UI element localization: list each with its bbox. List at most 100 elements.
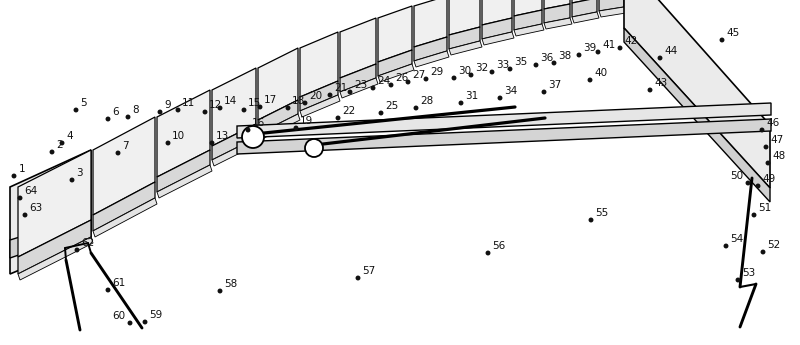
Text: 21: 21 (334, 83, 347, 93)
Polygon shape (449, 0, 480, 35)
Polygon shape (572, 0, 597, 17)
Polygon shape (340, 18, 376, 78)
Polygon shape (482, 0, 512, 25)
Text: 28: 28 (420, 96, 434, 106)
Text: 30: 30 (458, 66, 471, 76)
Text: 1: 1 (19, 164, 26, 174)
Polygon shape (300, 81, 338, 111)
Text: 48: 48 (772, 151, 786, 161)
Text: 10: 10 (172, 131, 185, 141)
Circle shape (210, 141, 214, 145)
Circle shape (126, 115, 130, 119)
Text: 25: 25 (385, 101, 398, 111)
Text: 32: 32 (475, 63, 488, 73)
Circle shape (242, 126, 264, 148)
Polygon shape (340, 64, 376, 92)
Circle shape (203, 110, 206, 114)
Circle shape (336, 116, 340, 120)
Circle shape (762, 250, 765, 254)
Text: 47: 47 (770, 135, 783, 145)
Polygon shape (624, 28, 770, 202)
Polygon shape (157, 165, 212, 198)
Text: 9: 9 (164, 100, 170, 110)
Text: 42: 42 (624, 36, 638, 46)
Polygon shape (544, 0, 570, 9)
Polygon shape (212, 138, 258, 166)
Text: 60: 60 (112, 311, 125, 321)
Polygon shape (378, 6, 412, 62)
Text: 51: 51 (758, 203, 771, 213)
Circle shape (106, 288, 110, 292)
Text: 3: 3 (76, 168, 82, 178)
Text: 35: 35 (514, 57, 527, 67)
Circle shape (658, 56, 662, 60)
Circle shape (143, 320, 146, 324)
Text: 45: 45 (726, 28, 739, 38)
Polygon shape (258, 48, 298, 120)
Circle shape (724, 244, 728, 248)
Polygon shape (157, 150, 210, 192)
Text: 49: 49 (762, 174, 775, 184)
Polygon shape (599, 0, 624, 11)
Circle shape (18, 196, 22, 200)
Circle shape (128, 321, 132, 325)
Polygon shape (300, 32, 338, 97)
Text: 43: 43 (654, 78, 667, 88)
Text: 4: 4 (66, 131, 73, 141)
Circle shape (50, 150, 54, 154)
Circle shape (736, 278, 740, 282)
Polygon shape (212, 68, 256, 146)
Text: 12: 12 (209, 100, 222, 110)
Polygon shape (378, 64, 414, 82)
Text: 62: 62 (81, 238, 94, 248)
Circle shape (74, 108, 78, 112)
Circle shape (166, 141, 170, 145)
Text: 11: 11 (182, 98, 195, 108)
Text: 41: 41 (602, 40, 615, 50)
Circle shape (356, 276, 360, 280)
Circle shape (596, 50, 600, 54)
Polygon shape (10, 215, 91, 258)
Circle shape (752, 213, 756, 217)
Circle shape (764, 145, 768, 149)
Text: 18: 18 (292, 96, 306, 106)
Circle shape (618, 46, 622, 50)
Text: 39: 39 (583, 43, 596, 53)
Text: 34: 34 (504, 86, 518, 96)
Circle shape (406, 80, 410, 84)
Text: 27: 27 (412, 70, 426, 80)
Text: 40: 40 (594, 68, 607, 78)
Polygon shape (258, 100, 298, 134)
Circle shape (60, 141, 64, 145)
Circle shape (414, 106, 418, 110)
Text: 20: 20 (309, 91, 322, 101)
Polygon shape (237, 119, 771, 154)
Text: 36: 36 (540, 53, 554, 63)
Polygon shape (340, 78, 378, 98)
Polygon shape (449, 27, 480, 49)
Circle shape (552, 61, 556, 65)
Polygon shape (414, 0, 447, 47)
Circle shape (508, 67, 512, 71)
Text: 58: 58 (224, 279, 238, 289)
Polygon shape (93, 117, 155, 215)
Text: 56: 56 (492, 241, 506, 251)
Polygon shape (18, 150, 91, 257)
Circle shape (328, 93, 332, 97)
Circle shape (470, 73, 473, 77)
Text: 31: 31 (465, 91, 478, 101)
Polygon shape (482, 32, 514, 45)
Circle shape (294, 126, 298, 130)
Circle shape (258, 105, 262, 109)
Circle shape (158, 110, 162, 114)
Polygon shape (514, 24, 544, 36)
Polygon shape (237, 103, 771, 138)
Circle shape (746, 181, 750, 185)
Text: 8: 8 (132, 105, 138, 115)
Polygon shape (378, 50, 412, 76)
Text: 33: 33 (496, 60, 510, 70)
Text: 26: 26 (395, 73, 408, 83)
Polygon shape (300, 95, 340, 117)
Circle shape (106, 117, 110, 121)
Circle shape (390, 83, 393, 87)
